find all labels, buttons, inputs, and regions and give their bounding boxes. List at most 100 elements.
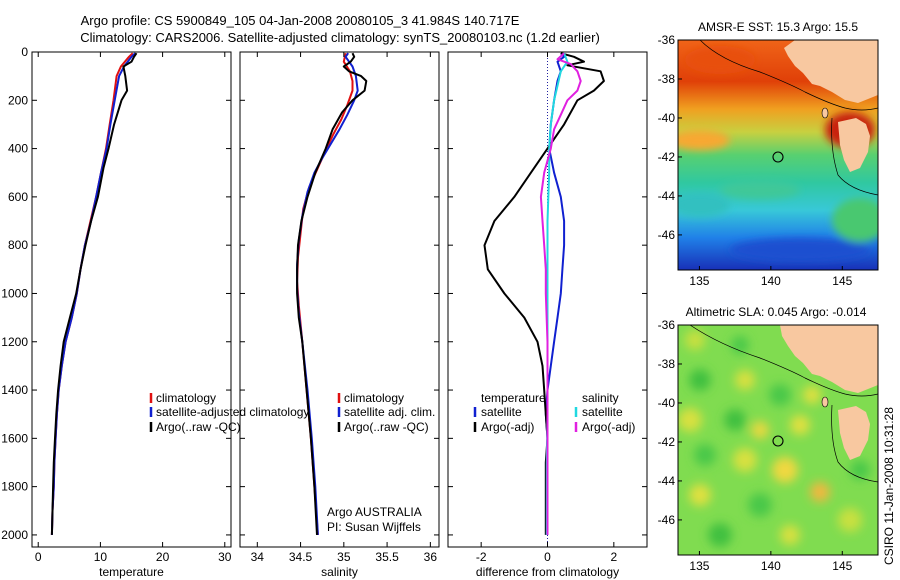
sla-lat-label: -42	[658, 435, 676, 449]
depth-tick-label: 1800	[1, 480, 28, 494]
temp-series-satellite-adjusted-climatology	[50, 52, 136, 535]
sst-shelf-contour	[699, 40, 878, 111]
sst-map: AMSR-E SST: 15.3 Argo: 15.5 135 140 145 -36…	[658, 20, 879, 288]
timestamp-stamp: CSIRO 11-Jan-2008 10:31:28	[882, 407, 896, 565]
sal-series-climatology	[296, 52, 354, 535]
temp-panel-frame	[31, 51, 232, 548]
sla-lon-label: 145	[832, 559, 852, 573]
depth-tick-label: 1400	[1, 383, 28, 397]
depth-tick-label: 600	[8, 190, 28, 204]
temp-series-group	[50, 52, 138, 535]
sst-australia-land	[784, 40, 878, 103]
sal-series-argo-raw-qc	[296, 52, 368, 535]
sal-series-satellite-adj-clim	[296, 52, 359, 535]
sla-map-frame	[677, 324, 879, 556]
temp-series-argo-raw-qc	[50, 52, 138, 535]
sla-map-title: Altimetric SLA: 0.045 Argo: -0.014	[686, 305, 867, 319]
diff-x-tick-label: 2	[610, 550, 617, 564]
figure-title-line1: Argo profile: CS 5900849_105 04-Jan-2008…	[81, 13, 520, 28]
temp-legend-climatology: climatology	[156, 391, 216, 405]
temp-x-tick-label: 20	[156, 550, 170, 564]
diff-x-axis-label: difference from climatology	[476, 565, 619, 579]
sst-lat-label: -40	[658, 111, 676, 125]
temp-x-axis-label: temperature	[99, 565, 164, 579]
sal-x-axis-label: salinity	[321, 565, 358, 579]
depth-tick-label: 1600	[1, 431, 28, 445]
sst-features	[678, 46, 878, 262]
depth-tick-label: 400	[8, 142, 28, 156]
sst-lat-label: -38	[658, 72, 676, 86]
temp-panel: 0 10 20 30 0 200 400 600 800 1000 1200 1400 1600 1800…	[1, 45, 231, 579]
sst-map-title: AMSR-E SST: 15.3 Argo: 15.5	[698, 20, 858, 34]
sst-king-island	[821, 107, 829, 119]
temp-x-tick-label: 0	[35, 550, 42, 564]
sla-features	[678, 330, 870, 547]
profile-panels: 0 10 20 30020040060080010001200140016001800…	[1, 45, 648, 579]
sst-map-axes: 135 140 145 -36 -38 -40 -42 -44 -46	[658, 33, 853, 288]
sst-lat-label: -44	[658, 189, 676, 203]
diff-legend-sal-argo: Argo(-adj)	[582, 420, 635, 434]
sla-australia-land	[780, 325, 878, 393]
agency-label: Argo AUSTRALIA	[327, 505, 422, 519]
figure-title-line2: Climatology: CARS2006. Satellite-adjuste…	[80, 30, 600, 45]
sst-lon-label: 145	[832, 274, 852, 288]
sal-panel-frame	[239, 51, 440, 548]
sal-series-group	[296, 52, 368, 535]
diff-series-salinity-argo-adj	[539, 52, 582, 535]
sla-lat-label: -40	[658, 396, 676, 410]
depth-tick-label: 200	[8, 93, 28, 107]
sla-lon-label: 140	[761, 559, 781, 573]
sst-lon-label: 135	[689, 274, 709, 288]
sst-tasmania-land	[838, 118, 870, 172]
diff-series-temperature-argo-adj	[483, 52, 605, 535]
sla-tasmania-land	[838, 406, 870, 460]
depth-tick-label: 800	[8, 238, 28, 252]
temp-series-climatology	[50, 52, 134, 535]
sst-slope-contour	[831, 117, 878, 196]
sst-lat-label: -42	[658, 150, 676, 164]
sst-lat-label: -46	[658, 228, 676, 242]
diff-legend-temperature-title: temperature	[481, 391, 546, 405]
sst-map-frame	[677, 39, 879, 271]
diff-series-group	[483, 52, 605, 535]
sla-lon-label: 135	[689, 559, 709, 573]
sla-king-island	[821, 396, 829, 408]
depth-tick-label: 1200	[1, 335, 28, 349]
sst-float-marker	[772, 151, 784, 163]
sal-x-tick-label: 34.5	[289, 550, 313, 564]
diff-legend-sal-satellite: satellite	[582, 405, 623, 419]
sal-legend-argo: Argo(..raw -QC)	[344, 420, 429, 434]
diff-legend-temp-satellite: satellite	[481, 405, 522, 419]
sst-lat-label: -36	[658, 33, 676, 47]
temp-x-tick-label: 30	[218, 550, 232, 564]
diff-legend-salinity-title: salinity	[582, 391, 619, 405]
diff-x-tick-label: 0	[544, 550, 551, 564]
sla-slope-contour	[831, 404, 878, 483]
sla-lat-label: -46	[658, 513, 676, 527]
sla-lat-label: -38	[658, 357, 676, 371]
temp-x-tick-label: 10	[94, 550, 108, 564]
temp-legend-argo: Argo(..raw -QC)	[156, 420, 241, 434]
depth-tick-label: 1000	[1, 286, 28, 300]
sal-x-tick-label: 35.5	[375, 550, 399, 564]
sla-lat-label: -44	[658, 474, 676, 488]
sla-shelf-contour	[689, 325, 878, 397]
sla-map-axes: 135 140 145 -36 -38 -40 -42 -44 -46	[658, 318, 853, 573]
sla-map: Altimetric SLA: 0.045 Argo: -0.014	[658, 305, 879, 573]
diff-legend-temp-argo: Argo(-adj)	[481, 420, 534, 434]
pi-label: PI: Susan Wijffels	[327, 520, 421, 534]
sal-legend-climatology: climatology	[344, 391, 404, 405]
depth-tick-label: 2000	[1, 528, 28, 542]
sst-lon-label: 140	[761, 274, 781, 288]
sal-x-tick-label: 34	[251, 550, 265, 564]
depth-tick-label: 0	[21, 45, 28, 59]
sla-float-marker	[772, 435, 784, 447]
temp-legend-satellite: satellite-adjusted climatology	[156, 405, 309, 419]
sal-legend-satellite: satellite adj. clim.	[344, 405, 435, 419]
diff-x-tick-label: -2	[476, 550, 487, 564]
sal-x-tick-label: 35	[337, 550, 351, 564]
sla-lat-label: -36	[658, 318, 676, 332]
sal-x-tick-label: 36	[424, 550, 438, 564]
